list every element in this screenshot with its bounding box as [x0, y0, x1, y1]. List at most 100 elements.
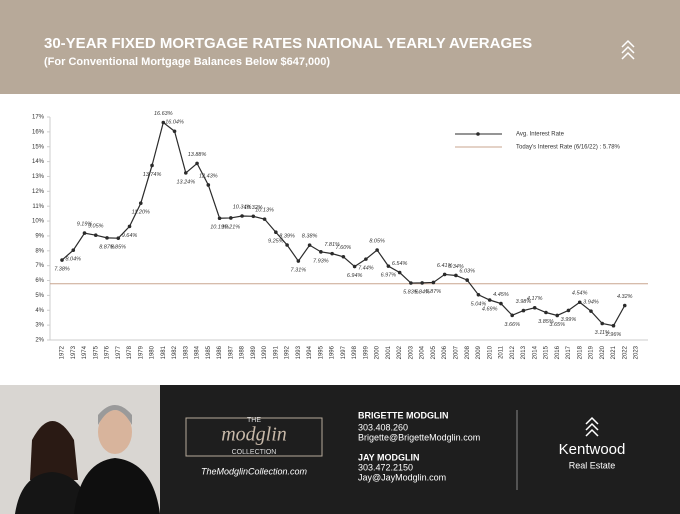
- value-label: 8.04%: [65, 257, 81, 263]
- y-tick-label: 4%: [35, 308, 44, 314]
- x-tick-label: 2021: [611, 345, 617, 359]
- data-point: [229, 216, 233, 220]
- data-point: [105, 236, 109, 240]
- data-point: [71, 248, 76, 253]
- x-tick-label: 1984: [195, 345, 201, 359]
- value-label: 9.25%: [268, 239, 284, 245]
- agent-name: BRIGETTE MODGLIN: [358, 410, 449, 420]
- data-point: [352, 264, 357, 269]
- x-tick-label: 2002: [397, 345, 403, 359]
- brand-sub: Real Estate: [569, 460, 616, 470]
- data-point: [364, 257, 368, 261]
- x-tick-label: 1992: [285, 345, 291, 359]
- value-label: 5.87%: [426, 289, 442, 295]
- data-point: [420, 281, 424, 285]
- data-point: [60, 258, 64, 262]
- logo-bottom: COLLECTION: [232, 449, 277, 456]
- x-tick-label: 1978: [127, 345, 133, 359]
- y-tick-label: 8%: [35, 248, 44, 254]
- data-point: [397, 270, 402, 275]
- value-label: 8.87%: [99, 244, 115, 250]
- data-point: [274, 230, 278, 235]
- x-tick-label: 1976: [105, 345, 111, 359]
- x-tick-label: 1988: [240, 345, 246, 359]
- data-point: [589, 309, 593, 313]
- data-point: [307, 243, 312, 247]
- value-label: 12.43%: [199, 173, 218, 179]
- value-label: 7.93%: [313, 258, 329, 264]
- data-point: [611, 323, 616, 328]
- y-tick-label: 14%: [32, 159, 45, 165]
- x-tick-label: 1983: [183, 345, 189, 359]
- data-point: [240, 214, 244, 218]
- y-tick-label: 13%: [32, 174, 45, 180]
- y-tick-label: 3%: [35, 323, 44, 329]
- value-label: 13.88%: [188, 152, 207, 158]
- data-point: [150, 163, 154, 168]
- y-tick-label: 11%: [32, 204, 44, 210]
- data-point: [195, 161, 199, 166]
- agent-email: Jay@JayModglin.com: [358, 472, 446, 482]
- value-label: 10.21%: [221, 224, 240, 230]
- x-tick-label: 1979: [138, 345, 144, 359]
- value-label: 10.19%: [210, 225, 229, 231]
- value-label: 8.39%: [279, 233, 295, 239]
- value-label: 13.24%: [176, 179, 195, 185]
- photo-people: [15, 405, 160, 514]
- value-label: 9.05%: [88, 224, 104, 230]
- agent-phone: 303.408.260: [358, 422, 408, 432]
- x-tick-label: 1997: [341, 345, 347, 359]
- value-label: 6.03%: [459, 269, 475, 275]
- value-label: 5.84%: [414, 289, 430, 295]
- data-point: [465, 278, 469, 282]
- website: TheModglinCollection.com: [201, 466, 308, 476]
- data-point: [454, 273, 458, 278]
- x-tick-label: 2013: [521, 345, 527, 359]
- brand-icon: [585, 416, 599, 437]
- data-point: [262, 217, 267, 221]
- x-tick-label: 1974: [82, 345, 88, 359]
- value-label: 2.96%: [605, 332, 622, 338]
- data-point: [93, 233, 98, 237]
- x-tick-label: 2009: [476, 345, 482, 359]
- data-point: [251, 214, 256, 219]
- agent-name: JAY MODGLIN: [358, 452, 420, 462]
- data-point: [296, 259, 301, 263]
- value-label: 7.44%: [358, 266, 374, 272]
- data-point: [172, 129, 177, 134]
- data-point: [375, 248, 379, 252]
- data-point: [510, 313, 514, 318]
- value-label: 5.04%: [471, 301, 487, 307]
- data-point: [521, 308, 526, 313]
- data-point: [184, 171, 188, 175]
- data-point: [431, 280, 436, 285]
- x-tick-label: 1975: [93, 345, 99, 359]
- value-label: 13.74%: [143, 172, 162, 178]
- x-tick-label: 2017: [566, 345, 572, 359]
- data-point: [127, 224, 132, 229]
- x-tick-label: 2001: [386, 345, 392, 359]
- x-tick-label: 2012: [510, 345, 516, 359]
- data-point: [161, 120, 166, 125]
- chart: 2% 3% 4% 5% 6% 7% 8% 9% 10% 11% 12% 13% 14% 15% 16% 17%…: [32, 111, 648, 359]
- value-label: 7.60%: [336, 245, 352, 251]
- x-tick-label: 2023: [634, 345, 640, 359]
- data-point: [487, 298, 492, 302]
- x-tick-label: 2018: [577, 345, 583, 359]
- value-label: 8.85%: [110, 245, 126, 251]
- value-label: 7.31%: [291, 268, 307, 274]
- data-point: [532, 305, 537, 310]
- data-point: [476, 293, 481, 297]
- x-tick-label: 2000: [375, 345, 381, 359]
- legend-label: Today's Interest Rate (6/16/22) : 5.78%: [516, 145, 621, 151]
- x-tick-label: 1985: [206, 345, 212, 359]
- legend-label: Avg. Interest Rate: [516, 132, 565, 138]
- y-tick-label: 9%: [35, 234, 44, 240]
- data-point: [555, 313, 560, 318]
- value-label: 10.13%: [255, 208, 274, 214]
- x-tick-label: 1987: [228, 345, 234, 359]
- value-label: 16.04%: [165, 120, 184, 126]
- data-point: [206, 183, 211, 187]
- data-point: [442, 272, 447, 277]
- x-tick-label: 1973: [71, 345, 77, 359]
